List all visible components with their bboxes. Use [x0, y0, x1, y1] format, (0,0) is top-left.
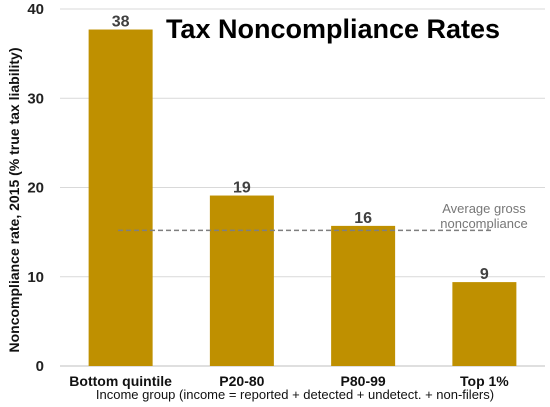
- data-label: 9: [480, 266, 489, 283]
- y-tick-label: 40: [27, 1, 44, 18]
- data-label: 16: [354, 210, 372, 227]
- y-tick-labels: 0 10 20 30 40: [27, 1, 44, 375]
- bar: [88, 29, 153, 367]
- bar: [452, 282, 517, 366]
- category-label: P80-99: [341, 373, 386, 389]
- y-tick-label: 10: [27, 269, 44, 286]
- x-axis-label: Income group (income = reported + detect…: [96, 387, 494, 402]
- reference-line-label-line1: Average gross: [442, 201, 526, 216]
- category-label: Top 1%: [460, 373, 509, 389]
- bars: [88, 29, 517, 367]
- y-tick-label: 30: [27, 90, 44, 107]
- category-label: Bottom quintile: [69, 373, 172, 389]
- category-label: P20-80: [219, 373, 264, 389]
- bar: [331, 225, 396, 366]
- data-label: 38: [112, 14, 130, 31]
- data-labels: 38 19 16 9: [112, 14, 489, 284]
- data-label: 19: [233, 180, 251, 197]
- y-tick-label: 0: [36, 358, 44, 375]
- category-labels: Bottom quintile P20-80 P80-99 Top 1%: [69, 373, 509, 389]
- chart-title: Tax Noncompliance Rates: [166, 14, 500, 44]
- bar: [209, 195, 274, 366]
- reference-line-label-line2: noncompliance: [440, 216, 527, 231]
- y-axis-label: Noncompliance rate, 2015 (% true tax lia…: [6, 48, 22, 353]
- y-tick-label: 20: [27, 180, 44, 197]
